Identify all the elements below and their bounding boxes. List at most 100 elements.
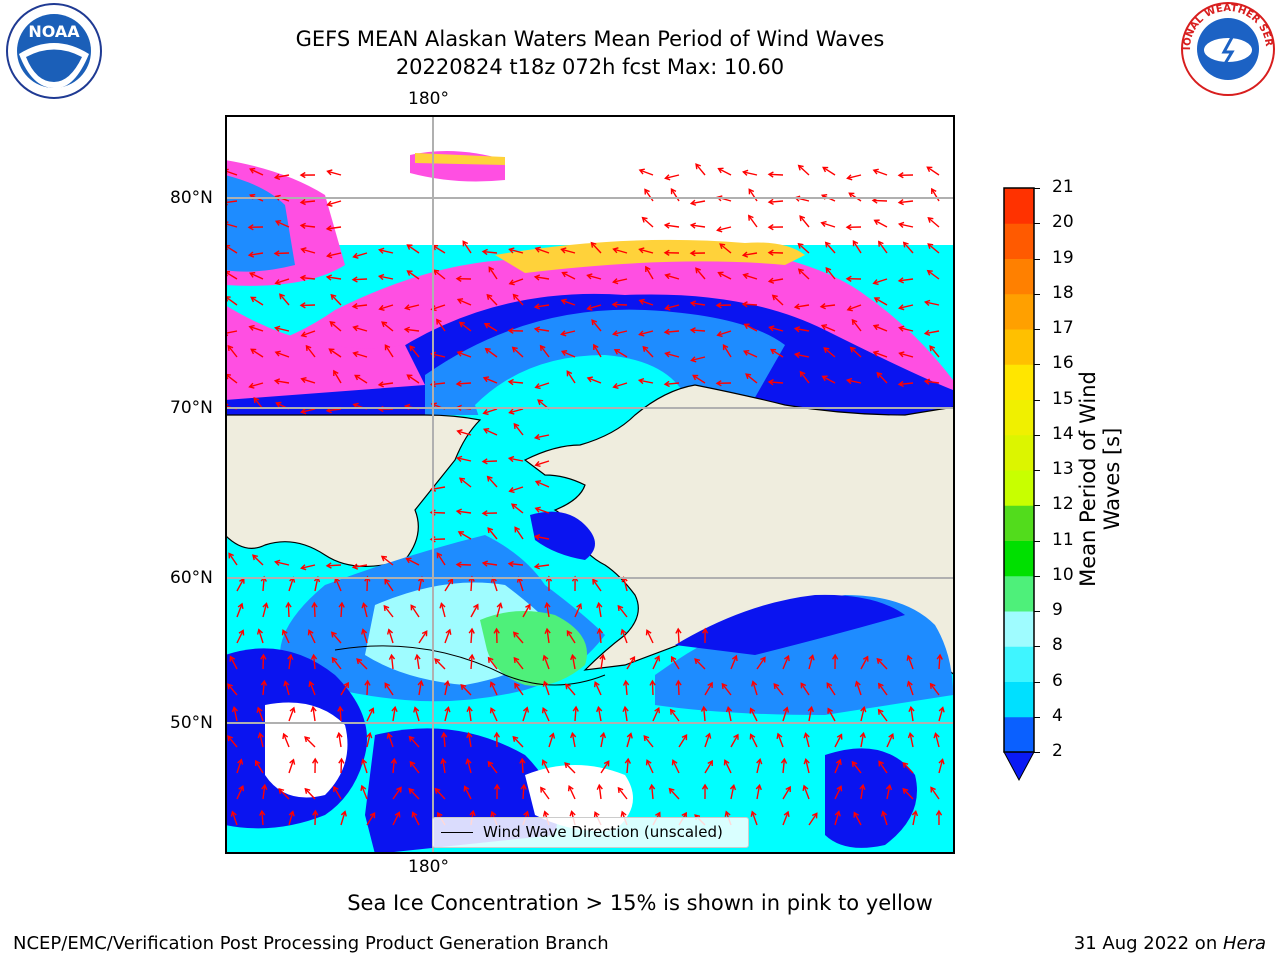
wind-arrow-head — [831, 653, 839, 660]
wind-arrow — [543, 655, 550, 670]
wind-arrow-head — [250, 348, 257, 355]
colorbar-segment — [1004, 329, 1034, 365]
wind-arrow-head — [249, 271, 256, 278]
wind-arrow-head — [780, 757, 788, 764]
wind-arrow — [314, 577, 319, 592]
wind-arrow — [278, 788, 290, 800]
wind-arrow — [409, 345, 420, 358]
wind-arrow — [483, 250, 498, 254]
wind-arrow — [287, 602, 290, 618]
wind-arrow-head — [645, 265, 651, 272]
wind-arrow — [664, 330, 680, 333]
wind-arrow — [642, 217, 654, 228]
wind-arrow-head — [409, 345, 416, 352]
colorbar-tick-mark — [1034, 646, 1040, 648]
wind-arrow-head — [664, 351, 671, 358]
colorbar-tick-label: 14 — [1052, 423, 1074, 444]
wind-arrow — [671, 656, 680, 670]
wind-arrow-head — [384, 682, 391, 689]
wind-arrow-head — [911, 809, 919, 817]
wind-arrow-head — [927, 243, 934, 249]
wind-arrow-head — [340, 810, 347, 817]
wind-arrow — [535, 247, 550, 254]
wind-arrow-head — [663, 222, 671, 229]
colorbar-tick-label: 6 — [1052, 670, 1063, 691]
wind-arrow-head — [356, 658, 363, 665]
wind-arrow-head — [689, 300, 697, 307]
wind-arrow-head — [510, 503, 518, 510]
wind-arrow — [821, 222, 836, 228]
wind-arrow-head — [931, 187, 937, 195]
wind-arrow-head — [493, 731, 500, 738]
wind-arrow — [366, 733, 371, 748]
wind-arrow — [670, 188, 680, 202]
wind-arrow — [236, 603, 243, 618]
wind-arrow-head — [231, 705, 239, 713]
wind-arrow — [851, 761, 862, 774]
wind-arrow — [730, 734, 739, 748]
wind-arrow — [612, 303, 628, 306]
colorbar-tick-mark — [1034, 540, 1040, 542]
wind-arrow-head — [351, 302, 358, 310]
wind-arrow — [432, 245, 446, 254]
wind-arrow — [769, 326, 784, 332]
wind-arrow-head — [539, 344, 546, 351]
wind-arrow — [617, 605, 628, 618]
wind-arrow — [926, 166, 940, 176]
wind-arrow-head — [299, 222, 306, 230]
wind-arrow — [513, 631, 524, 644]
wind-arrow — [930, 787, 940, 800]
wind-arrow — [639, 330, 654, 336]
map-panel — [225, 115, 955, 854]
wind-arrow — [825, 267, 836, 280]
wind-arrow — [362, 603, 368, 618]
wind-arrow-head — [542, 810, 549, 817]
wind-arrow — [717, 330, 732, 336]
wind-arrow — [330, 294, 342, 306]
wind-arrow-head — [533, 274, 541, 281]
wind-arrow — [826, 682, 836, 696]
wind-arrow-head — [289, 706, 296, 713]
wind-arrow — [639, 248, 654, 254]
wind-arrow — [598, 785, 602, 800]
wind-arrow — [434, 788, 446, 800]
wind-arrow — [412, 812, 420, 826]
wind-arrow — [312, 654, 316, 670]
noaa-logo: NOAA — [4, 2, 104, 100]
wind-arrow-head — [689, 250, 696, 257]
wind-arrow-head — [325, 562, 332, 569]
wind-arrow — [899, 352, 914, 358]
wind-arrow-head — [391, 705, 398, 713]
wind-arrow — [259, 733, 264, 748]
wind-arrow — [522, 604, 531, 618]
wind-arrow — [624, 707, 628, 722]
wind-arrow — [509, 486, 524, 492]
wind-arrow — [333, 370, 342, 384]
wind-arrow-head — [507, 455, 515, 463]
wind-arrow-head — [566, 370, 573, 377]
wind-arrow-head — [352, 252, 359, 259]
wind-arrow-head — [877, 708, 884, 715]
wind-arrow — [301, 248, 316, 254]
wind-arrow-head — [274, 194, 281, 201]
wind-arrow — [927, 270, 940, 280]
land-chukotka — [225, 414, 482, 567]
wind-arrow — [912, 811, 917, 826]
wind-arrow-head — [717, 271, 724, 278]
wind-arrow — [925, 301, 940, 306]
wind-arrow-head — [664, 174, 671, 181]
wind-arrow-head — [310, 705, 317, 713]
wind-arrow — [873, 325, 888, 332]
wind-arrow — [249, 325, 264, 332]
wind-arrow — [513, 657, 524, 670]
wind-arrow-head — [469, 809, 476, 817]
wind-arrows — [225, 163, 945, 826]
wind-arrow-head — [328, 348, 335, 354]
wind-arrow-head — [845, 377, 853, 385]
wind-arrow-head — [926, 166, 933, 173]
wind-arrow-head — [482, 409, 489, 416]
wind-arrow — [275, 351, 290, 358]
wind-arrow-head — [305, 344, 312, 351]
wind-arrow — [770, 348, 784, 358]
wind-arrow-head — [299, 274, 306, 282]
